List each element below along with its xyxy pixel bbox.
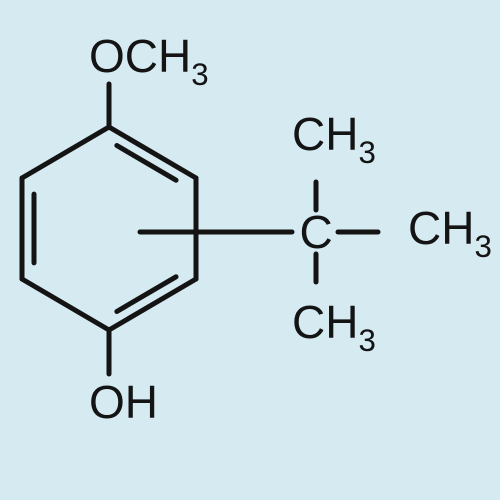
atom-label-tbuC: C bbox=[300, 209, 333, 255]
atom-label-me_up: CH3 bbox=[292, 111, 376, 165]
chemical-structure-diagram: OCH3 OH C CH3 CH3 CH3 bbox=[0, 0, 500, 500]
atom-label-me_right: CH3 bbox=[408, 205, 492, 259]
atom-label-oh: OH bbox=[89, 379, 158, 425]
atom-label-och3: OCH3 bbox=[89, 33, 209, 87]
atom-label-me_down: CH3 bbox=[292, 299, 376, 353]
